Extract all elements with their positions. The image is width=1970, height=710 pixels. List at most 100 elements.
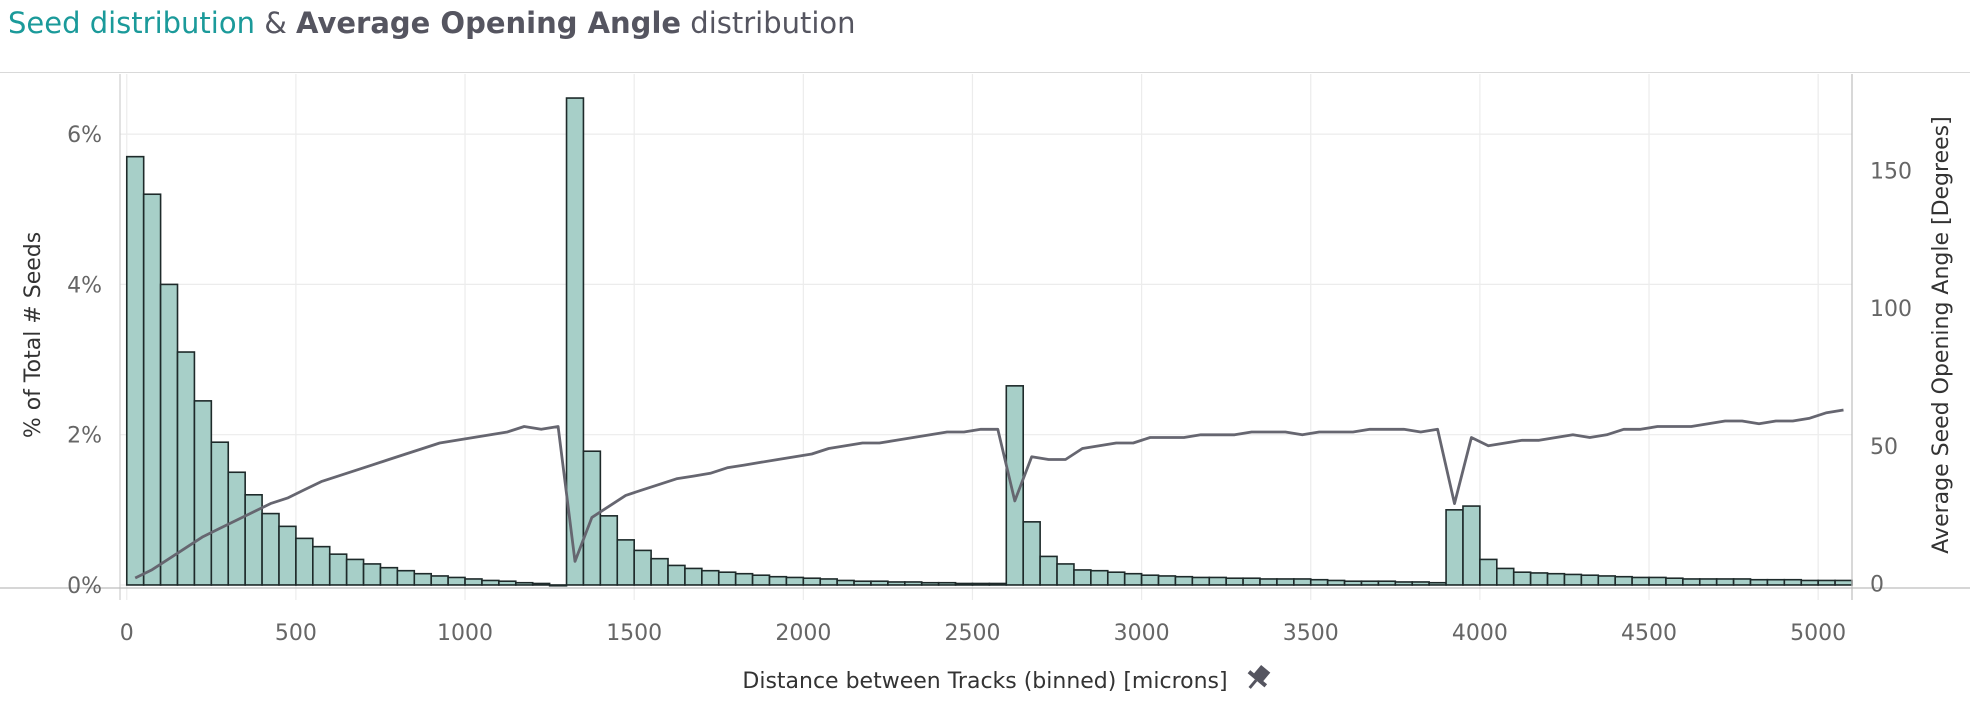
bar[interactable]: [1597, 575, 1617, 586]
bar[interactable]: [210, 441, 230, 586]
bar[interactable]: [295, 537, 314, 586]
bar[interactable]: [734, 572, 754, 586]
bar[interactable]: [1715, 578, 1735, 586]
bar[interactable]: [1614, 575, 1633, 586]
bar[interactable]: [345, 558, 365, 586]
bar[interactable]: [1157, 575, 1177, 586]
bar[interactable]: [701, 569, 720, 586]
bar[interactable]: [1766, 578, 1786, 586]
bar[interactable]: [1022, 521, 1041, 586]
bar[interactable]: [971, 582, 991, 586]
bar[interactable]: [920, 581, 940, 586]
bar[interactable]: [1732, 578, 1752, 586]
bar[interactable]: [1123, 572, 1143, 586]
bar[interactable]: [819, 578, 838, 586]
bar[interactable]: [1563, 573, 1583, 586]
bar[interactable]: [1800, 579, 1819, 586]
bar[interactable]: [1259, 578, 1278, 586]
bar[interactable]: [599, 515, 619, 586]
bar[interactable]: [379, 566, 399, 586]
bar[interactable]: [328, 553, 348, 586]
bar[interactable]: [125, 155, 145, 586]
bar[interactable]: [954, 582, 974, 586]
title-average-opening-angle[interactable]: Average Opening Angle: [296, 6, 682, 40]
bar[interactable]: [1783, 578, 1803, 586]
bar[interactable]: [1546, 572, 1566, 586]
bar[interactable]: [870, 580, 889, 586]
bar[interactable]: [1293, 578, 1312, 586]
bar[interactable]: [1698, 578, 1718, 586]
pin-icon[interactable]: [1241, 662, 1274, 695]
bar[interactable]: [1817, 579, 1836, 586]
bar[interactable]: [667, 564, 686, 586]
bar[interactable]: [1225, 577, 1244, 586]
bar[interactable]: [1631, 576, 1650, 586]
bar[interactable]: [261, 512, 280, 586]
bar[interactable]: [988, 582, 1008, 586]
bar[interactable]: [312, 545, 331, 586]
bar[interactable]: [464, 578, 483, 586]
bar[interactable]: [751, 574, 771, 586]
bar[interactable]: [633, 549, 652, 586]
bar[interactable]: [548, 584, 568, 587]
bar[interactable]: [1479, 558, 1498, 586]
bar[interactable]: [1090, 569, 1109, 586]
bar[interactable]: [1242, 577, 1261, 586]
bar[interactable]: [937, 581, 957, 586]
bar[interactable]: [227, 471, 246, 586]
bar[interactable]: [362, 563, 382, 586]
bar[interactable]: [447, 576, 466, 586]
opening-angle-line[interactable]: [134, 408, 1844, 580]
bar[interactable]: [1191, 576, 1211, 586]
bar[interactable]: [396, 569, 416, 586]
bar[interactable]: [514, 581, 534, 586]
bar[interactable]: [1529, 572, 1549, 586]
bar[interactable]: [768, 575, 788, 586]
bar[interactable]: [1428, 581, 1447, 586]
bar[interactable]: [430, 575, 449, 586]
bar[interactable]: [1140, 574, 1160, 586]
bar[interactable]: [1496, 567, 1515, 586]
bar[interactable]: [531, 582, 551, 586]
bar[interactable]: [1445, 509, 1464, 586]
bar[interactable]: [1174, 575, 1194, 586]
bar[interactable]: [142, 193, 162, 586]
bar[interactable]: [717, 571, 737, 586]
bar[interactable]: [1208, 576, 1227, 586]
bar[interactable]: [802, 577, 822, 586]
bar[interactable]: [278, 525, 297, 586]
bar[interactable]: [1377, 580, 1397, 586]
bar[interactable]: [836, 579, 855, 586]
bar[interactable]: [1056, 563, 1075, 586]
bar[interactable]: [616, 539, 635, 586]
bar[interactable]: [1360, 580, 1380, 586]
bar[interactable]: [1394, 581, 1414, 586]
bar[interactable]: [1665, 577, 1684, 586]
bar[interactable]: [1462, 505, 1481, 586]
bar[interactable]: [1749, 578, 1769, 586]
title-seed-distribution[interactable]: Seed distribution: [8, 6, 255, 40]
bar[interactable]: [650, 557, 669, 586]
bar[interactable]: [565, 97, 585, 586]
bar[interactable]: [1512, 571, 1532, 586]
bar[interactable]: [1309, 578, 1329, 586]
bar[interactable]: [1834, 579, 1853, 586]
bar[interactable]: [1039, 555, 1058, 586]
bar[interactable]: [498, 580, 517, 586]
bar[interactable]: [1326, 579, 1346, 586]
bar[interactable]: [684, 567, 703, 586]
bar[interactable]: [1682, 578, 1701, 586]
bar[interactable]: [1411, 581, 1430, 586]
bar[interactable]: [904, 581, 923, 586]
bar[interactable]: [481, 579, 500, 586]
bar[interactable]: [1073, 569, 1092, 586]
bar[interactable]: [785, 576, 805, 586]
bar[interactable]: [887, 581, 906, 586]
bar[interactable]: [1106, 571, 1126, 586]
bar[interactable]: [193, 400, 213, 586]
bar[interactable]: [1276, 578, 1295, 586]
bar[interactable]: [413, 572, 433, 586]
bar[interactable]: [1005, 385, 1025, 586]
bar[interactable]: [1343, 580, 1363, 586]
bar[interactable]: [1648, 576, 1667, 586]
